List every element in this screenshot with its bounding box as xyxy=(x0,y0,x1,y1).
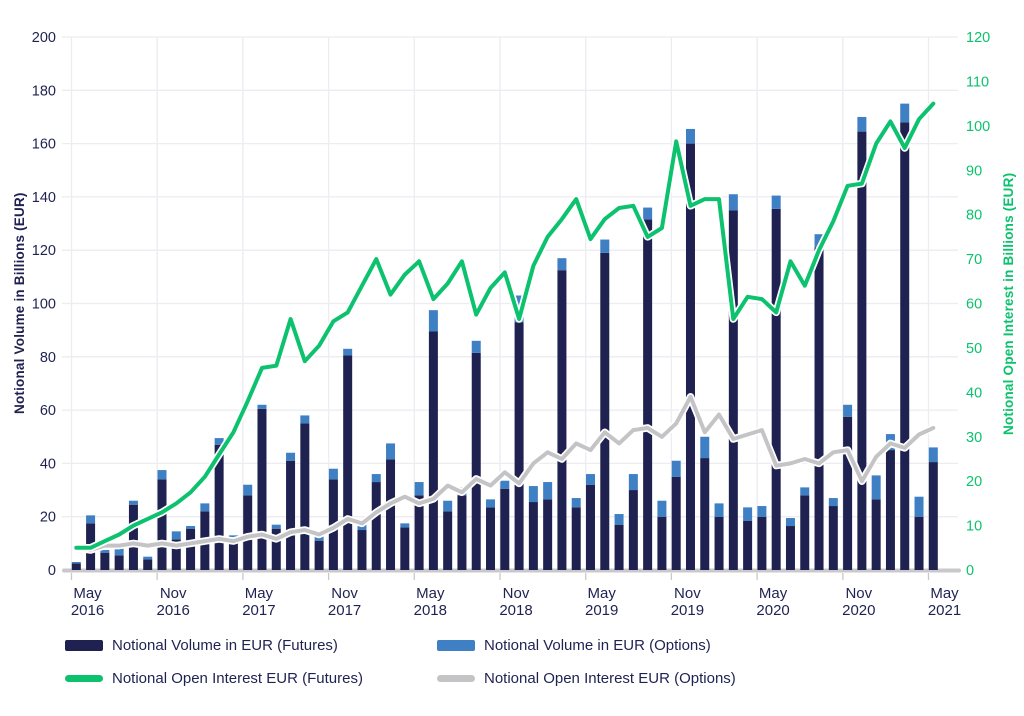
legend-item-volume-options: Notional Volume in EUR (Options) xyxy=(437,635,711,655)
svg-text:70: 70 xyxy=(966,252,982,268)
svg-text:10: 10 xyxy=(966,519,982,535)
svg-text:60: 60 xyxy=(966,297,982,313)
svg-text:80: 80 xyxy=(40,350,56,366)
volume-futures-swatch-icon xyxy=(65,639,103,651)
svg-text:120: 120 xyxy=(32,243,56,259)
svg-text:Nov: Nov xyxy=(160,585,187,602)
svg-text:110: 110 xyxy=(966,74,989,90)
svg-text:40: 40 xyxy=(966,385,982,401)
svg-text:May: May xyxy=(73,585,102,602)
left-axis-title: Notional Volume in Billions (EUR) xyxy=(12,37,27,570)
svg-text:2021: 2021 xyxy=(928,602,961,619)
svg-text:30: 30 xyxy=(966,430,982,446)
svg-text:140: 140 xyxy=(32,190,56,206)
legend-label: Notional Volume in EUR (Options) xyxy=(484,636,711,654)
svg-text:2018: 2018 xyxy=(499,602,532,619)
legend-label: Notional Open Interest EUR (Options) xyxy=(484,669,736,687)
legend-label: Notional Open Interest EUR (Futures) xyxy=(112,669,363,687)
svg-text:200: 200 xyxy=(32,30,56,46)
right-axis-title-text: Notional Open Interest in Billions (EUR) xyxy=(1001,172,1016,435)
legend-label: Notional Volume in EUR (Futures) xyxy=(112,636,338,654)
svg-text:May: May xyxy=(759,585,788,602)
legend-item-volume-futures: Notional Volume in EUR (Futures) xyxy=(65,635,338,655)
svg-text:2016: 2016 xyxy=(71,602,104,619)
svg-text:0: 0 xyxy=(966,563,974,579)
svg-text:May: May xyxy=(416,585,445,602)
oi-futures-swatch-icon xyxy=(65,674,103,682)
svg-text:20: 20 xyxy=(40,510,56,526)
svg-text:May: May xyxy=(588,585,617,602)
svg-text:Nov: Nov xyxy=(331,585,358,602)
svg-text:120: 120 xyxy=(966,30,990,46)
svg-text:Nov: Nov xyxy=(674,585,701,602)
svg-text:180: 180 xyxy=(32,83,56,99)
legend: Notional Volume in EUR (Futures) Notiona… xyxy=(0,626,1024,706)
svg-text:60: 60 xyxy=(40,403,56,419)
legend-item-oi-options: Notional Open Interest EUR (Options) xyxy=(437,668,736,688)
svg-text:2018: 2018 xyxy=(414,602,447,619)
volume-options-swatch-icon xyxy=(437,639,475,651)
svg-text:50: 50 xyxy=(966,341,982,357)
right-axis-title: Notional Open Interest in Billions (EUR) xyxy=(1001,37,1016,570)
svg-text:20: 20 xyxy=(966,474,982,490)
svg-text:May: May xyxy=(245,585,274,602)
svg-text:2020: 2020 xyxy=(842,602,875,619)
svg-text:2019: 2019 xyxy=(585,602,618,619)
svg-text:Nov: Nov xyxy=(845,585,872,602)
svg-text:2016: 2016 xyxy=(157,602,190,619)
svg-text:2017: 2017 xyxy=(242,602,275,619)
svg-text:40: 40 xyxy=(40,456,56,472)
svg-text:May: May xyxy=(930,585,959,602)
svg-text:80: 80 xyxy=(966,208,982,224)
svg-text:Nov: Nov xyxy=(503,585,530,602)
svg-text:100: 100 xyxy=(966,119,990,135)
plot-area: 0 20 40 60 80 100 120 140 160 180 200 0 10 20 30 40 50 60… xyxy=(32,30,990,619)
svg-text:100: 100 xyxy=(32,297,56,313)
svg-text:2017: 2017 xyxy=(328,602,361,619)
svg-text:90: 90 xyxy=(966,163,982,179)
legend-item-oi-futures: Notional Open Interest EUR (Futures) xyxy=(65,668,363,688)
svg-text:2019: 2019 xyxy=(671,602,704,619)
left-axis-title-text: Notional Volume in Billions (EUR) xyxy=(12,192,27,415)
svg-text:2020: 2020 xyxy=(756,602,789,619)
svg-text:160: 160 xyxy=(32,137,56,153)
oi-options-swatch-icon xyxy=(437,674,475,682)
svg-text:0: 0 xyxy=(48,563,56,579)
